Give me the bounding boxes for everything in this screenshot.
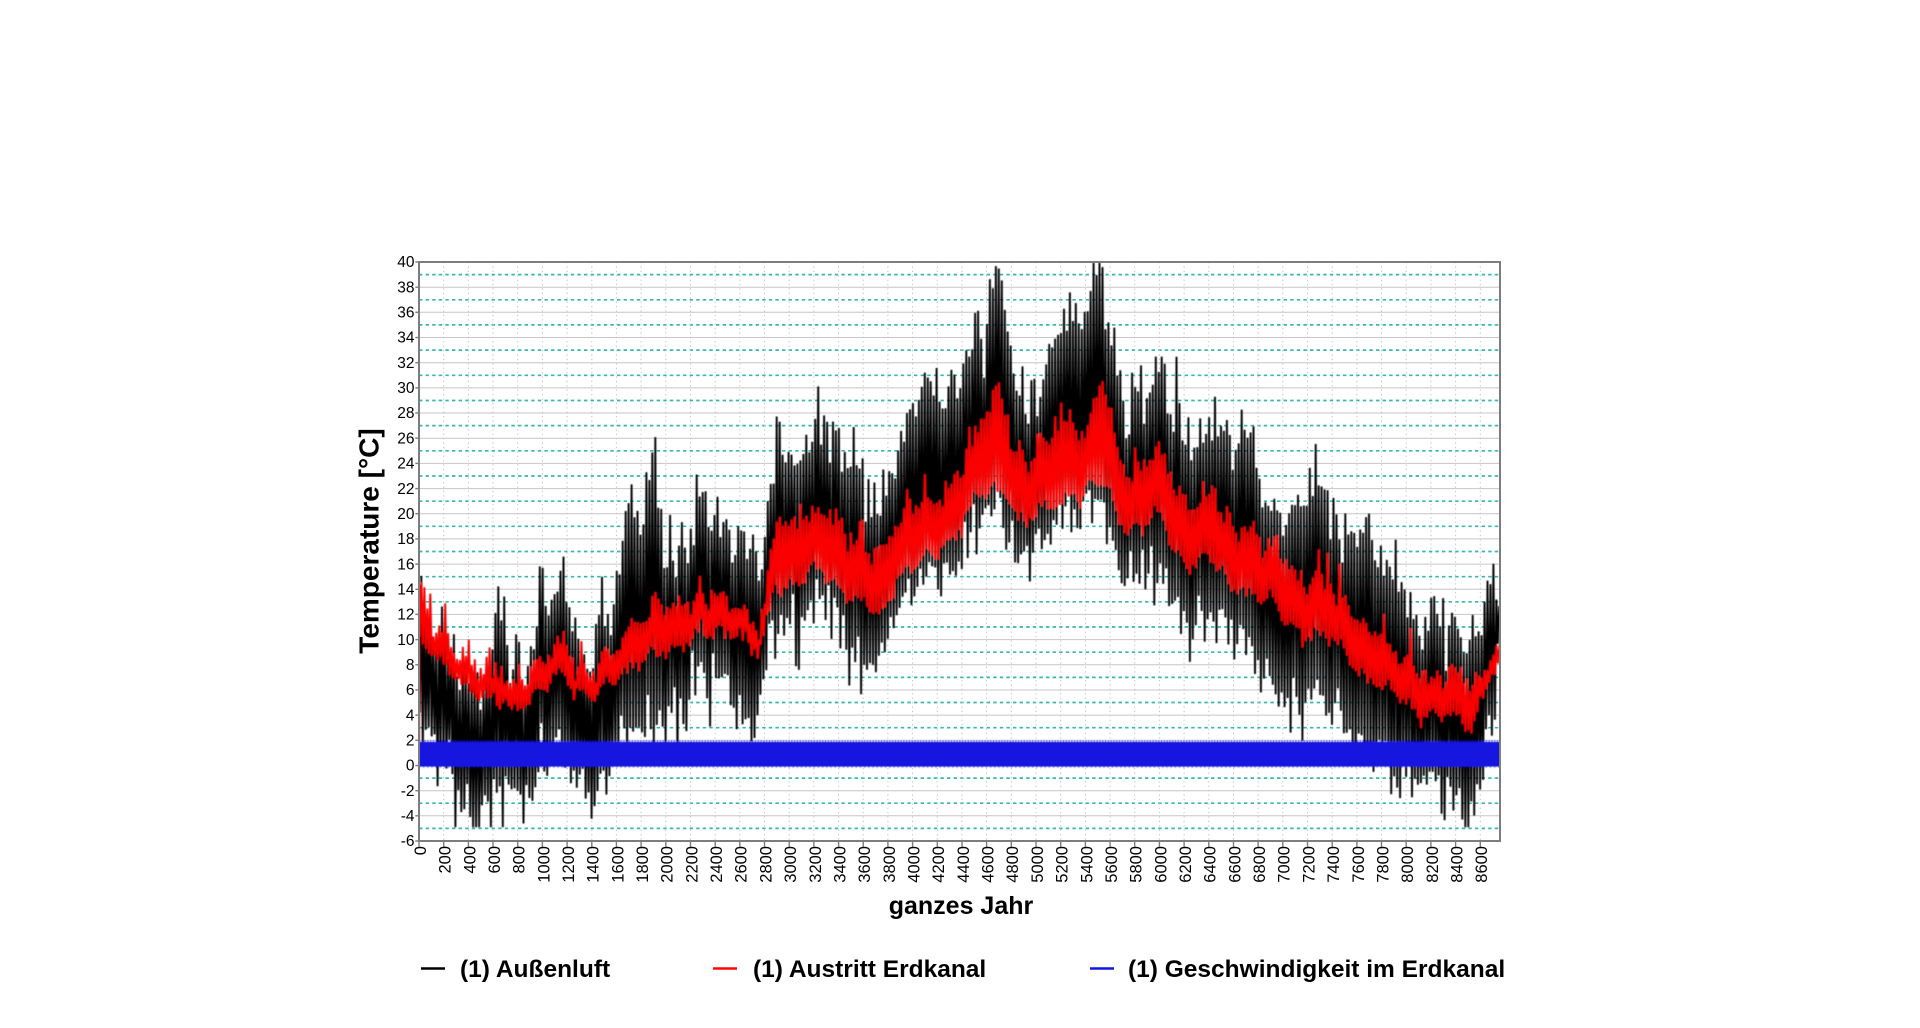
- svg-text:2600: 2600: [733, 846, 751, 883]
- svg-text:28: 28: [397, 405, 414, 422]
- svg-text:1400: 1400: [585, 846, 603, 883]
- svg-text:7800: 7800: [1374, 846, 1392, 883]
- svg-text:ganzes Jahr: ganzes Jahr: [889, 892, 1034, 920]
- svg-text:(1) Außenluft: (1) Außenluft: [460, 956, 610, 983]
- svg-text:2400: 2400: [708, 846, 726, 883]
- svg-text:26: 26: [397, 430, 414, 447]
- svg-text:(1) Geschwindigkeit im Erdkana: (1) Geschwindigkeit im Erdkanal: [1128, 956, 1505, 983]
- svg-text:7600: 7600: [1350, 846, 1368, 883]
- svg-text:10: 10: [397, 632, 415, 649]
- svg-text:14: 14: [397, 582, 415, 599]
- svg-text:34: 34: [397, 330, 415, 347]
- svg-text:8: 8: [406, 657, 415, 674]
- svg-text:24: 24: [397, 456, 415, 473]
- svg-text:38: 38: [397, 279, 414, 296]
- svg-text:1800: 1800: [634, 846, 652, 883]
- svg-text:5200: 5200: [1054, 846, 1072, 883]
- svg-text:800: 800: [511, 846, 529, 874]
- svg-text:3600: 3600: [856, 846, 874, 883]
- svg-text:20: 20: [397, 506, 415, 523]
- svg-text:4600: 4600: [980, 846, 998, 883]
- svg-text:(1) Austritt Erdkanal: (1) Austritt Erdkanal: [753, 956, 986, 983]
- svg-text:5800: 5800: [1128, 846, 1146, 883]
- svg-text:-6: -6: [401, 833, 415, 850]
- svg-text:5000: 5000: [1029, 846, 1047, 883]
- svg-text:0: 0: [412, 846, 430, 855]
- svg-text:4000: 4000: [906, 846, 924, 883]
- svg-text:600: 600: [486, 846, 504, 874]
- svg-text:2800: 2800: [757, 846, 775, 883]
- svg-text:5400: 5400: [1078, 846, 1096, 883]
- svg-text:8200: 8200: [1424, 846, 1442, 883]
- svg-text:6200: 6200: [1177, 846, 1195, 883]
- svg-text:3800: 3800: [881, 846, 899, 883]
- svg-text:7000: 7000: [1276, 846, 1294, 883]
- svg-text:2200: 2200: [683, 846, 701, 883]
- svg-text:3400: 3400: [832, 846, 850, 883]
- svg-text:6400: 6400: [1202, 846, 1220, 883]
- svg-text:8000: 8000: [1399, 846, 1417, 883]
- svg-text:4: 4: [406, 707, 415, 724]
- svg-text:22: 22: [397, 481, 414, 498]
- svg-text:2: 2: [406, 733, 415, 750]
- svg-text:200: 200: [437, 846, 455, 874]
- svg-text:1000: 1000: [535, 846, 553, 883]
- svg-text:7400: 7400: [1325, 846, 1343, 883]
- svg-text:40: 40: [397, 254, 415, 271]
- svg-text:36: 36: [397, 305, 414, 322]
- svg-text:2000: 2000: [659, 846, 677, 883]
- svg-text:16: 16: [397, 556, 414, 573]
- svg-text:6000: 6000: [1152, 846, 1170, 883]
- svg-text:4800: 4800: [1004, 846, 1022, 883]
- svg-text:4200: 4200: [930, 846, 948, 883]
- svg-text:30: 30: [397, 380, 415, 397]
- svg-text:8600: 8600: [1473, 846, 1491, 883]
- svg-text:400: 400: [461, 846, 479, 874]
- svg-text:0: 0: [406, 758, 415, 775]
- svg-text:5600: 5600: [1103, 846, 1121, 883]
- svg-text:32: 32: [397, 355, 414, 372]
- svg-text:8400: 8400: [1449, 846, 1467, 883]
- svg-text:-4: -4: [401, 808, 415, 825]
- svg-text:1600: 1600: [609, 846, 627, 883]
- svg-text:6800: 6800: [1251, 846, 1269, 883]
- svg-text:Temperature [°C]: Temperature [°C]: [354, 428, 385, 653]
- svg-text:3200: 3200: [807, 846, 825, 883]
- svg-text:3000: 3000: [782, 846, 800, 883]
- svg-text:6: 6: [406, 682, 415, 699]
- svg-text:6600: 6600: [1226, 846, 1244, 883]
- svg-text:1200: 1200: [560, 846, 578, 883]
- svg-text:4400: 4400: [955, 846, 973, 883]
- svg-text:18: 18: [397, 531, 414, 548]
- svg-text:7200: 7200: [1300, 846, 1318, 883]
- svg-text:-2: -2: [401, 783, 415, 800]
- svg-text:12: 12: [397, 607, 414, 624]
